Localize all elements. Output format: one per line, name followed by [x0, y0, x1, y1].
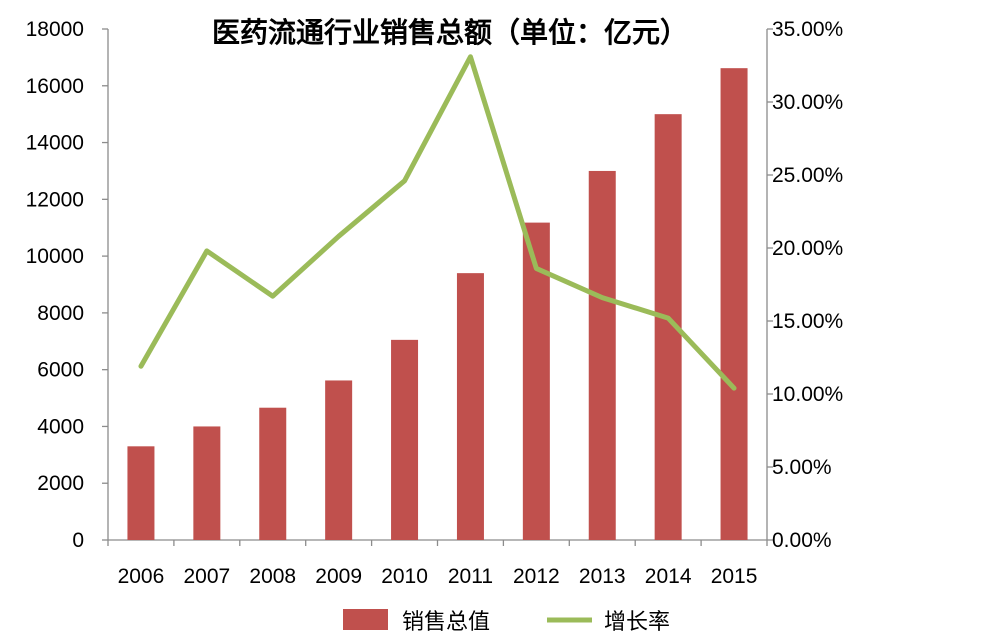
- y-left-tick-label: 2000: [37, 472, 84, 495]
- bar-series: [127, 68, 748, 541]
- bar: [127, 446, 155, 540]
- y-left-tick-label: 16000: [26, 75, 84, 98]
- x-tick-label: 2008: [249, 565, 296, 588]
- bar: [325, 380, 353, 540]
- line-series: [138, 54, 737, 391]
- y-right-tick-label: 15.00%: [772, 310, 843, 333]
- bar: [391, 339, 419, 540]
- x-tick-label: 2014: [645, 565, 692, 588]
- legend: 销售总值 增长率: [343, 609, 670, 635]
- x-tick-label: 2010: [381, 565, 428, 588]
- y-left-tick-label: 18000: [26, 18, 84, 41]
- y-left-tick-label: 14000: [26, 132, 84, 155]
- x-tick-label: 2012: [513, 565, 560, 588]
- y-left-tick-label: 12000: [26, 188, 84, 211]
- y-right-tick-label: 5.00%: [772, 456, 832, 479]
- bar: [720, 68, 748, 540]
- y-left-tick-label: 6000: [37, 359, 84, 382]
- tick-labels: 0 2000 4000 6000 8000 10000 12000 14000 16000 180…: [26, 18, 844, 588]
- x-tick-label: 2007: [183, 565, 230, 588]
- y-right-tick-label: 0.00%: [772, 529, 832, 552]
- y-left-tick-label: 8000: [37, 302, 84, 325]
- bar: [588, 170, 616, 540]
- y-right-tick-label: 25.00%: [772, 164, 843, 187]
- y-left-tick-label: 4000: [37, 415, 84, 438]
- y-right-tick-label: 35.00%: [772, 18, 843, 41]
- chart-title: 医药流通行业销售总额（单位：亿元）: [212, 16, 688, 49]
- x-tick-label: 2013: [579, 565, 626, 588]
- growth-line: [138, 54, 737, 391]
- bar: [193, 426, 221, 540]
- legend-label-growth: 增长率: [604, 610, 670, 635]
- y-right-tick-label: 30.00%: [772, 91, 843, 114]
- bar: [456, 273, 484, 540]
- legend-label-sales: 销售总值: [402, 610, 490, 635]
- y-left-tick-label: 0: [72, 529, 84, 552]
- legend-swatch-sales: [343, 609, 388, 630]
- y-right-tick-label: 10.00%: [772, 383, 843, 406]
- bar: [522, 222, 550, 540]
- x-tick-label: 2011: [448, 565, 493, 588]
- x-tick-label: 2015: [711, 565, 758, 588]
- bar: [259, 407, 287, 540]
- x-tick-label: 2006: [118, 565, 165, 588]
- x-tick-label: 2009: [315, 565, 362, 588]
- y-left-tick-label: 10000: [26, 245, 84, 268]
- y-right-tick-label: 20.00%: [772, 237, 843, 260]
